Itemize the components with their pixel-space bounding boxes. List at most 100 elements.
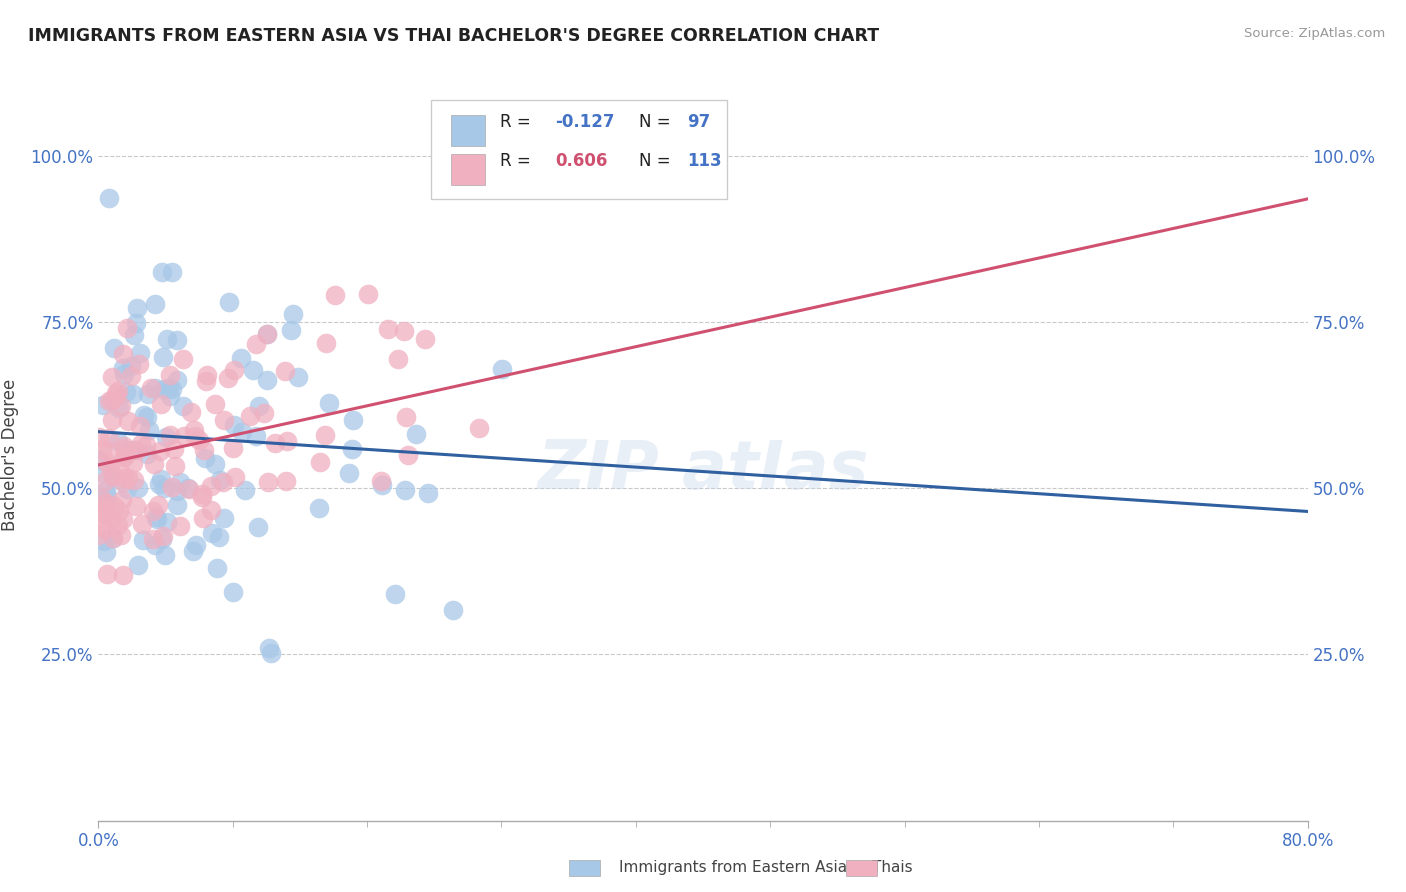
- Point: [159, 389, 181, 403]
- Point: [337, 466, 360, 480]
- Point: [398, 448, 420, 462]
- Point: [93, 534, 115, 549]
- Point: [200, 503, 222, 517]
- Point: [177, 481, 200, 495]
- Point: [405, 427, 427, 442]
- Point: [166, 333, 188, 347]
- Point: [138, 424, 160, 438]
- Point: [96, 489, 118, 503]
- Point: [308, 500, 330, 515]
- Point: [124, 327, 146, 342]
- Point: [93, 519, 115, 533]
- Point: [107, 384, 129, 398]
- Point: [103, 469, 125, 483]
- Point: [94, 496, 117, 510]
- Point: [152, 529, 174, 543]
- Point: [96, 455, 118, 469]
- Point: [135, 438, 157, 452]
- Point: [127, 301, 149, 315]
- Point: [94, 474, 117, 488]
- Point: [128, 418, 150, 433]
- Point: [117, 471, 139, 485]
- Point: [160, 382, 183, 396]
- Point: [111, 493, 134, 508]
- Point: [97, 394, 120, 409]
- Point: [274, 363, 297, 377]
- Point: [166, 373, 188, 387]
- Point: [115, 482, 138, 496]
- Point: [149, 444, 172, 458]
- Point: [166, 484, 188, 499]
- Point: [105, 389, 128, 403]
- Point: [195, 368, 218, 383]
- Point: [100, 370, 122, 384]
- Point: [103, 531, 125, 545]
- Point: [159, 368, 181, 382]
- Point: [491, 361, 513, 376]
- Point: [194, 450, 217, 465]
- Point: [150, 532, 173, 546]
- Point: [256, 326, 278, 341]
- Point: [163, 442, 186, 457]
- Point: [150, 265, 173, 279]
- Point: [242, 362, 264, 376]
- Point: [101, 412, 124, 426]
- Point: [233, 483, 256, 497]
- Point: [416, 486, 439, 500]
- Point: [183, 423, 205, 437]
- Point: [103, 342, 125, 356]
- Point: [224, 469, 246, 483]
- Point: [169, 519, 191, 533]
- Text: R =: R =: [501, 153, 536, 170]
- Point: [315, 336, 337, 351]
- Point: [90, 465, 112, 479]
- Text: ZIP atIas: ZIP atIas: [537, 436, 869, 502]
- Point: [139, 381, 162, 395]
- Point: [145, 510, 167, 524]
- Point: [394, 324, 416, 338]
- Point: [239, 409, 262, 423]
- Point: [208, 473, 231, 487]
- Point: [90, 491, 112, 505]
- Point: [127, 443, 149, 458]
- Point: [309, 455, 332, 469]
- Point: [142, 532, 165, 546]
- Point: [208, 530, 231, 544]
- Point: [112, 367, 135, 381]
- Point: [160, 480, 183, 494]
- Point: [283, 307, 305, 321]
- Text: 113: 113: [688, 153, 721, 170]
- Point: [377, 322, 399, 336]
- Point: [218, 294, 240, 309]
- Point: [103, 500, 125, 514]
- Point: [97, 431, 120, 445]
- Point: [260, 646, 283, 660]
- Point: [166, 499, 188, 513]
- Point: [231, 351, 253, 365]
- Point: [108, 504, 131, 518]
- Point: [217, 371, 239, 385]
- Y-axis label: Bachelor's Degree: Bachelor's Degree: [1, 379, 20, 531]
- Point: [97, 444, 120, 458]
- Point: [87, 452, 110, 467]
- Point: [370, 478, 392, 492]
- Point: [111, 347, 134, 361]
- Point: [131, 517, 153, 532]
- FancyBboxPatch shape: [451, 115, 485, 145]
- Point: [111, 361, 134, 376]
- Point: [172, 351, 194, 366]
- Point: [342, 413, 364, 427]
- Point: [212, 412, 235, 426]
- Point: [180, 404, 202, 418]
- Point: [183, 544, 205, 558]
- Point: [111, 475, 134, 489]
- Point: [204, 397, 226, 411]
- Point: [163, 458, 186, 473]
- Point: [110, 528, 132, 542]
- Point: [253, 406, 276, 420]
- Point: [101, 392, 124, 407]
- Point: [91, 398, 114, 412]
- Point: [112, 450, 135, 464]
- Point: [136, 386, 159, 401]
- Point: [263, 435, 285, 450]
